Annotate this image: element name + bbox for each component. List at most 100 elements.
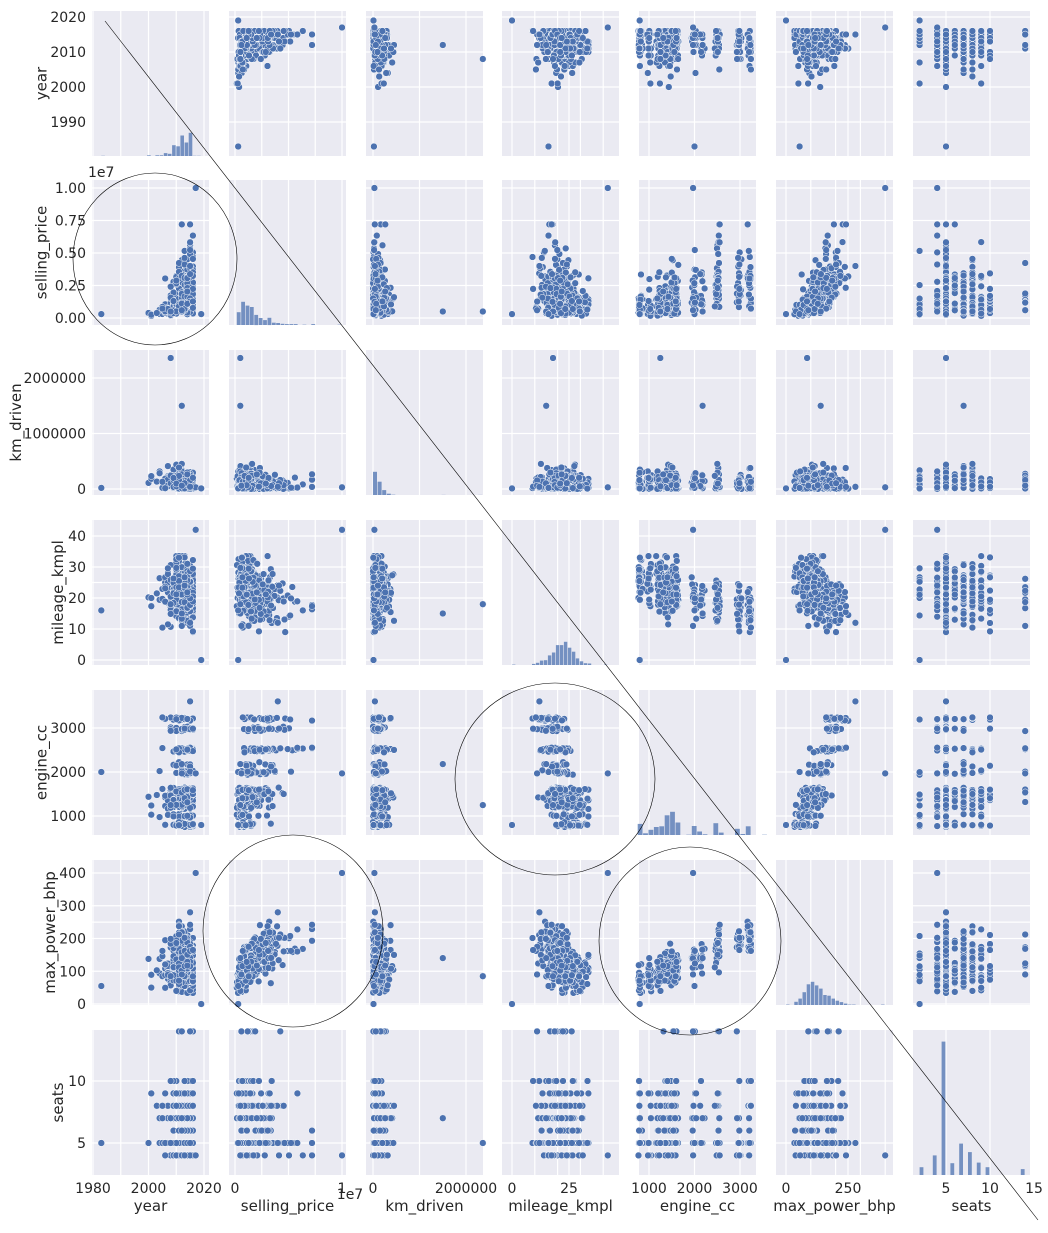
scatter-point — [371, 262, 379, 270]
scatter-point — [371, 270, 380, 278]
scatter-point — [262, 48, 270, 56]
scatter-point — [644, 69, 652, 77]
scatter-point — [544, 48, 552, 56]
scatter-point — [656, 307, 664, 316]
scatter-point — [831, 55, 839, 63]
scatter-point — [986, 305, 994, 313]
scatter-point — [548, 270, 556, 278]
panel-selling_price-vs-selling_price — [229, 180, 346, 326]
scatter-point — [746, 253, 754, 261]
scatter-point — [566, 273, 575, 281]
scatter-point — [933, 30, 941, 39]
scatter-point — [542, 55, 550, 63]
scatter-point — [977, 272, 985, 280]
scatter-point — [689, 23, 697, 32]
scatter-point — [977, 79, 985, 88]
scatter-point — [696, 270, 704, 278]
scatter-point — [823, 27, 831, 35]
scatter-point — [817, 307, 825, 316]
scatter-point — [942, 220, 950, 229]
scatter-point — [666, 62, 674, 70]
scatter-point — [915, 294, 924, 303]
scatter-point — [553, 246, 561, 254]
scatter-point — [835, 44, 843, 53]
scatter-point — [561, 305, 569, 313]
scatter-point — [655, 268, 663, 276]
scatter-point — [528, 253, 537, 261]
scatter-point — [795, 142, 804, 151]
scatter-point — [479, 55, 487, 63]
scatter-point — [959, 287, 968, 296]
scatter-point — [792, 48, 800, 56]
scatter-point — [263, 62, 272, 70]
scatter-point — [959, 307, 968, 316]
scatter-point — [662, 273, 670, 281]
scatter-point — [234, 16, 242, 25]
scatter-point — [635, 301, 644, 309]
scatter-point — [959, 65, 968, 74]
scatter-point — [942, 30, 950, 39]
scatter-point — [697, 48, 705, 56]
scatter-point — [575, 58, 584, 67]
scatter-point — [280, 27, 288, 35]
histogram-bar — [293, 324, 298, 325]
scatter-point — [381, 34, 389, 42]
scatter-point — [287, 30, 295, 39]
scatter-point — [370, 142, 378, 151]
scatter-point — [637, 270, 645, 279]
scatter-point — [804, 41, 812, 49]
scatter-point — [747, 55, 755, 63]
scatter-point — [645, 34, 653, 42]
scatter-point — [733, 55, 741, 63]
scatter-point — [371, 30, 379, 39]
scatter-point — [942, 276, 950, 285]
scatter-point — [986, 27, 994, 35]
scatter-point — [579, 287, 587, 295]
scatter-point — [735, 273, 743, 281]
scatter-point — [689, 41, 697, 49]
scatter-point — [153, 309, 161, 317]
scatter-point — [942, 83, 950, 91]
scatter-point — [915, 281, 924, 289]
scatter-point — [951, 281, 959, 290]
scatter-point — [158, 304, 167, 313]
scatter-point — [670, 48, 678, 56]
scatter-point — [380, 44, 388, 53]
scatter-point — [186, 246, 194, 254]
scatter-point — [375, 65, 383, 74]
scatter-point — [186, 270, 194, 278]
scatter-point — [636, 27, 645, 35]
scatter-point — [561, 62, 569, 70]
scatter-point — [556, 48, 564, 56]
scatter-point — [986, 292, 994, 300]
scatter-point — [542, 41, 550, 49]
scatter-point — [812, 62, 820, 70]
scatter-point — [711, 302, 719, 311]
scatter-point — [933, 260, 941, 269]
scatter-point — [951, 41, 959, 49]
scatter-point — [197, 310, 205, 318]
scatter-point — [557, 72, 565, 81]
scatter-point — [549, 55, 557, 63]
scatter-point — [276, 44, 284, 53]
scatter-point — [189, 255, 197, 263]
scatter-point — [799, 285, 807, 293]
scatter-point — [178, 220, 186, 229]
scatter-point — [236, 48, 245, 56]
histogram-bar — [280, 323, 285, 325]
scatter-point — [833, 247, 842, 255]
histogram-bar — [271, 322, 276, 325]
scatter-point — [959, 55, 968, 63]
scatter-point — [795, 310, 804, 318]
scatter-point — [942, 246, 950, 254]
scatter-point — [1021, 306, 1029, 314]
scatter-point — [698, 307, 707, 316]
panel-year-vs-engine_cc — [634, 11, 756, 156]
scatter-point — [672, 285, 680, 293]
scatter-point — [915, 16, 924, 25]
scatter-point — [942, 142, 950, 151]
scatter-point — [646, 58, 654, 67]
scatter-point — [147, 472, 155, 480]
scatter-point — [691, 246, 699, 254]
scatter-point — [538, 254, 546, 262]
